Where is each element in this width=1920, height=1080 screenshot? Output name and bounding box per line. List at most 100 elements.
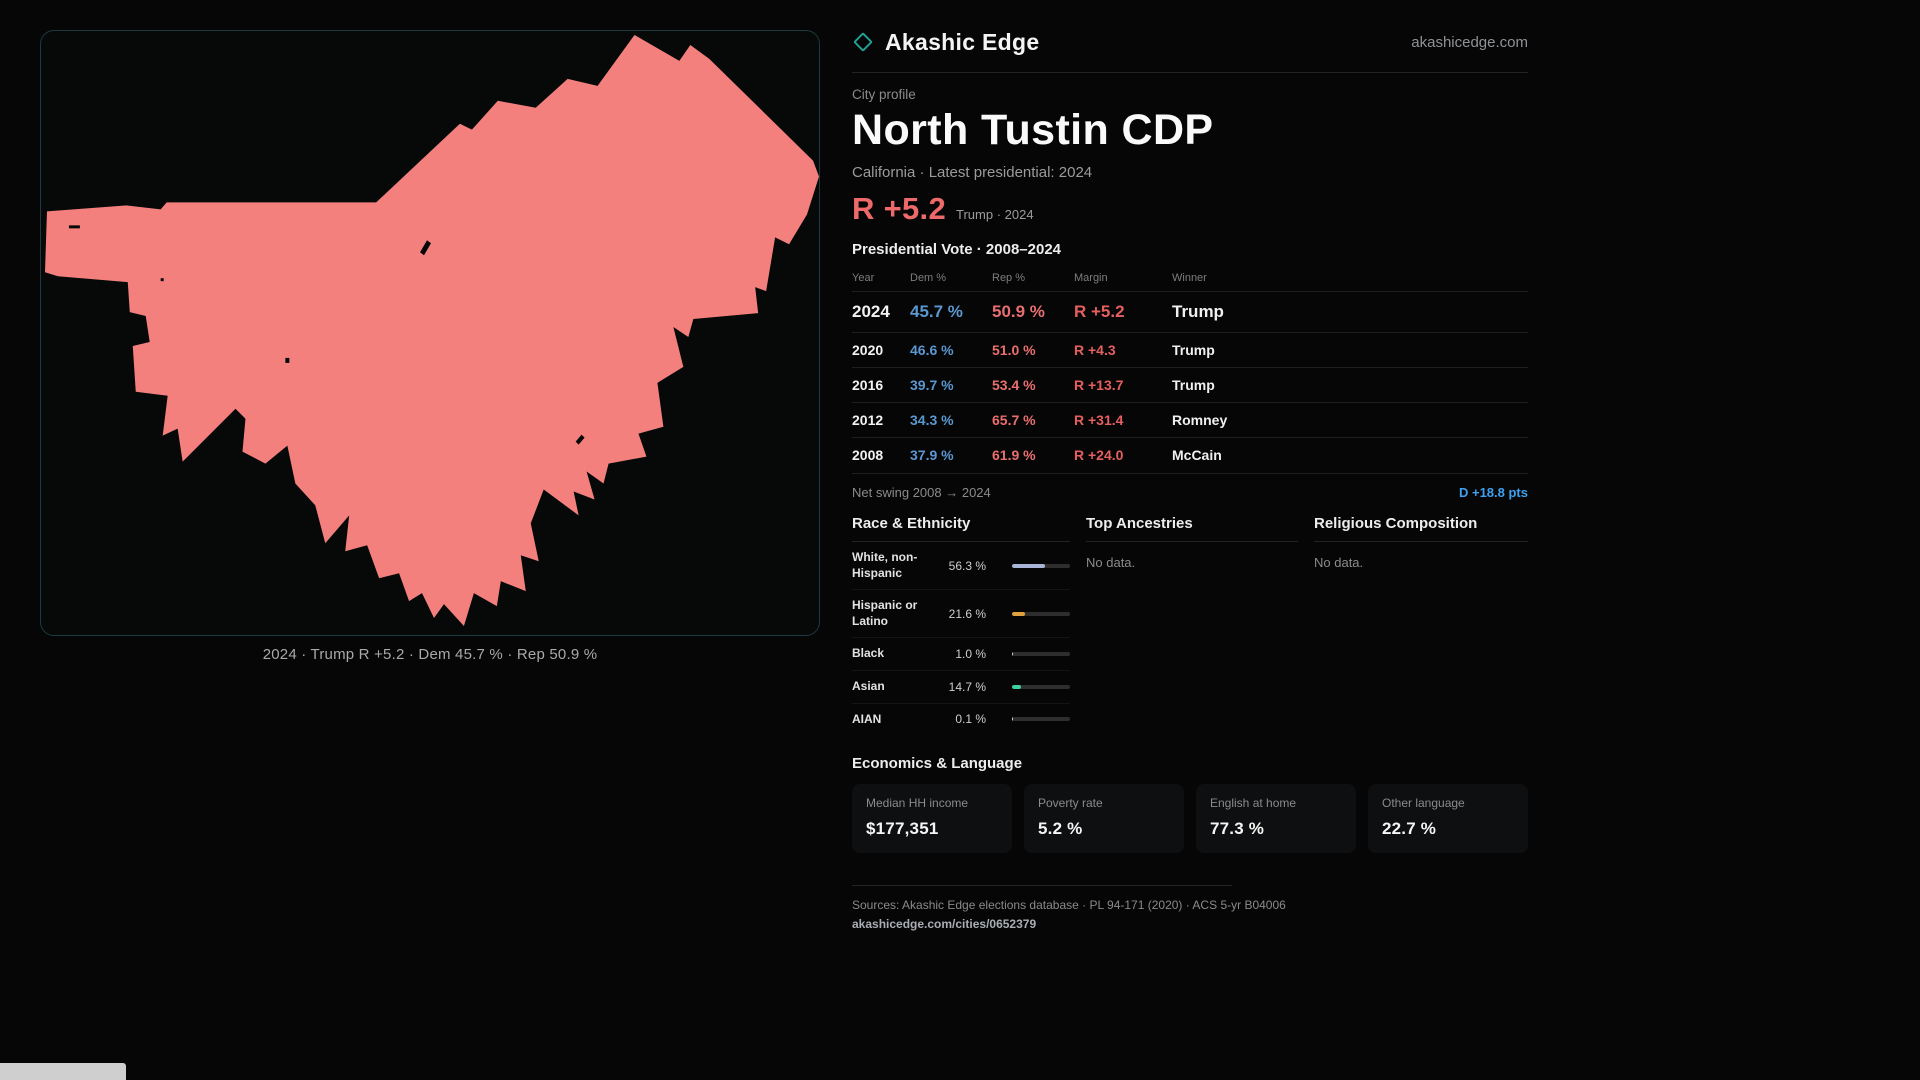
race-label: Black bbox=[852, 646, 885, 661]
footer-divider bbox=[852, 885, 1232, 887]
margin-cell: R +13.7 bbox=[1074, 377, 1124, 393]
sources-text: Sources: Akashic Edge elections database… bbox=[852, 898, 1286, 913]
religion-section-title: Religious Composition bbox=[1314, 515, 1528, 542]
race-label: AIAN bbox=[852, 711, 882, 726]
demographics-section: Race & Ethnicity White, non-Hispanic 56.… bbox=[852, 515, 1528, 735]
list-item: Hispanic or Latino 21.6 % bbox=[852, 590, 1070, 639]
stat-value: 22.7 % bbox=[1382, 819, 1437, 839]
religion-column: Religious Composition No data. bbox=[1314, 515, 1528, 735]
headline-margin-row: R +5.2 Trump · 2024 bbox=[852, 191, 1528, 227]
year-cell: 2024 bbox=[852, 302, 890, 321]
list-item: Asian 14.7 % bbox=[852, 671, 1070, 704]
race-label: Hispanic or Latino bbox=[852, 598, 918, 628]
rep-cell: 53.4 % bbox=[992, 377, 1036, 393]
col-header-rep: Rep % bbox=[992, 272, 1026, 284]
stat-card: English at home 77.3 % bbox=[1196, 784, 1356, 854]
headline-margin-context: Trump · 2024 bbox=[956, 207, 1034, 222]
col-header-dem: Dem % bbox=[910, 272, 947, 284]
ancestries-column: Top Ancestries No data. bbox=[1086, 515, 1298, 735]
map-enclave-holes bbox=[68, 225, 585, 445]
stat-value: 5.2 % bbox=[1038, 819, 1083, 839]
race-label: White, non-Hispanic bbox=[852, 550, 918, 580]
race-rows: White, non-Hispanic 56.3 % Hispanic or L… bbox=[852, 542, 1070, 735]
margin-cell: R +4.3 bbox=[1074, 342, 1116, 358]
table-row: 2020 46.6 % 51.0 % R +4.3 Trump bbox=[852, 332, 1528, 367]
net-swing-row: Net swing 2008 → 2024 D +18.8 pts bbox=[852, 473, 1528, 507]
stat-label: English at home bbox=[1210, 796, 1297, 811]
dem-cell: 45.7 % bbox=[910, 302, 963, 321]
year-cell: 2016 bbox=[852, 377, 884, 393]
stat-value: $177,351 bbox=[866, 819, 939, 839]
table-row: 2024 45.7 % 50.9 % R +5.2 Trump bbox=[852, 291, 1528, 332]
city-boundary-polygon[interactable] bbox=[44, 34, 819, 627]
col-header-margin: Margin bbox=[1074, 272, 1108, 284]
net-swing-label: Net swing 2008 → 2024 bbox=[852, 485, 991, 500]
winner-cell: Trump bbox=[1172, 302, 1224, 321]
race-value: 1.0 % bbox=[955, 647, 986, 662]
dem-cell: 46.6 % bbox=[910, 342, 954, 358]
city-map-panel[interactable] bbox=[40, 30, 820, 636]
race-value: 14.7 % bbox=[948, 679, 986, 694]
city-map bbox=[44, 34, 819, 627]
brand-name: Akashic Edge bbox=[885, 28, 1040, 55]
religion-no-data: No data. bbox=[1314, 555, 1364, 570]
page-title: North Tustin CDP bbox=[852, 106, 1214, 154]
stat-card: Other language 22.7 % bbox=[1368, 784, 1528, 854]
stat-label: Other language bbox=[1382, 796, 1465, 811]
col-header-year: Year bbox=[852, 272, 875, 284]
ancestries-no-data: No data. bbox=[1086, 555, 1136, 570]
race-section-title: Race & Ethnicity bbox=[852, 515, 1070, 542]
stat-label: Median HH income bbox=[866, 796, 969, 811]
list-item: White, non-Hispanic 56.3 % bbox=[852, 542, 1070, 591]
col-header-winner: Winner bbox=[1172, 272, 1207, 284]
year-cell: 2020 bbox=[852, 342, 884, 358]
winner-cell: Trump bbox=[1172, 342, 1215, 358]
winner-cell: McCain bbox=[1172, 447, 1222, 463]
race-bar bbox=[1012, 717, 1070, 722]
race-value: 56.3 % bbox=[948, 558, 986, 573]
brand-diamond-icon bbox=[853, 32, 873, 52]
map-caption: 2024 · Trump R +5.2 · Dem 45.7 % · Rep 5… bbox=[262, 646, 598, 663]
rep-cell: 65.7 % bbox=[992, 412, 1036, 428]
margin-cell: R +5.2 bbox=[1074, 302, 1125, 321]
economics-section-title: Economics & Language bbox=[852, 755, 1023, 773]
dem-cell: 34.3 % bbox=[910, 412, 954, 428]
vote-table-header: Year Dem % Rep % Margin Winner bbox=[852, 266, 1528, 291]
page-footer: Sources: Akashic Edge elections database… bbox=[852, 885, 1528, 931]
stat-card: Median HH income $177,351 bbox=[852, 784, 1012, 854]
margin-cell: R +31.4 bbox=[1074, 412, 1124, 428]
race-value: 21.6 % bbox=[948, 606, 986, 621]
horizontal-scrollbar-thumb[interactable] bbox=[0, 1063, 126, 1080]
headline-margin-value: R +5.2 bbox=[852, 191, 946, 226]
dem-cell: 39.7 % bbox=[910, 377, 954, 393]
profile-kicker: City profile bbox=[852, 87, 916, 102]
permalink[interactable]: akashicedge.com/cities/0652379 bbox=[852, 917, 1037, 932]
net-swing-value: D +18.8 pts bbox=[1458, 485, 1528, 500]
rep-cell: 51.0 % bbox=[992, 342, 1036, 358]
margin-cell: R +24.0 bbox=[1074, 447, 1124, 463]
ancestries-section-title: Top Ancestries bbox=[1086, 515, 1298, 542]
site-header: Akashic Edge akashicedge.com bbox=[852, 22, 1528, 62]
list-item: AIAN 0.1 % bbox=[852, 704, 1070, 736]
race-ethnicity-column: Race & Ethnicity White, non-Hispanic 56.… bbox=[852, 515, 1070, 735]
dem-cell: 37.9 % bbox=[910, 447, 954, 463]
list-item: Black 1.0 % bbox=[852, 638, 1070, 671]
year-cell: 2008 bbox=[852, 447, 884, 463]
vote-table-title: Presidential Vote · 2008–2024 bbox=[852, 241, 1062, 258]
race-value: 0.1 % bbox=[955, 712, 986, 727]
brand-domain-link[interactable]: akashicedge.com bbox=[1411, 33, 1528, 51]
header-divider bbox=[852, 72, 1528, 73]
year-cell: 2012 bbox=[852, 412, 884, 428]
table-row: 2008 37.9 % 61.9 % R +24.0 McCain bbox=[852, 437, 1528, 472]
race-bar bbox=[1012, 611, 1070, 616]
profile-panel: Akashic Edge akashicedge.com City profil… bbox=[852, 22, 1528, 931]
presidential-vote-table: Year Dem % Rep % Margin Winner 2024 45.7… bbox=[852, 266, 1528, 472]
economics-stats: Median HH income $177,351 Poverty rate 5… bbox=[852, 784, 1528, 854]
rep-cell: 50.9 % bbox=[992, 302, 1045, 321]
profile-subtitle: California · Latest presidential: 2024 bbox=[852, 164, 1093, 181]
stat-label: Poverty rate bbox=[1038, 796, 1103, 811]
winner-cell: Romney bbox=[1172, 412, 1228, 428]
race-bar bbox=[1012, 684, 1070, 689]
race-bar bbox=[1012, 563, 1070, 568]
winner-cell: Trump bbox=[1172, 377, 1215, 393]
